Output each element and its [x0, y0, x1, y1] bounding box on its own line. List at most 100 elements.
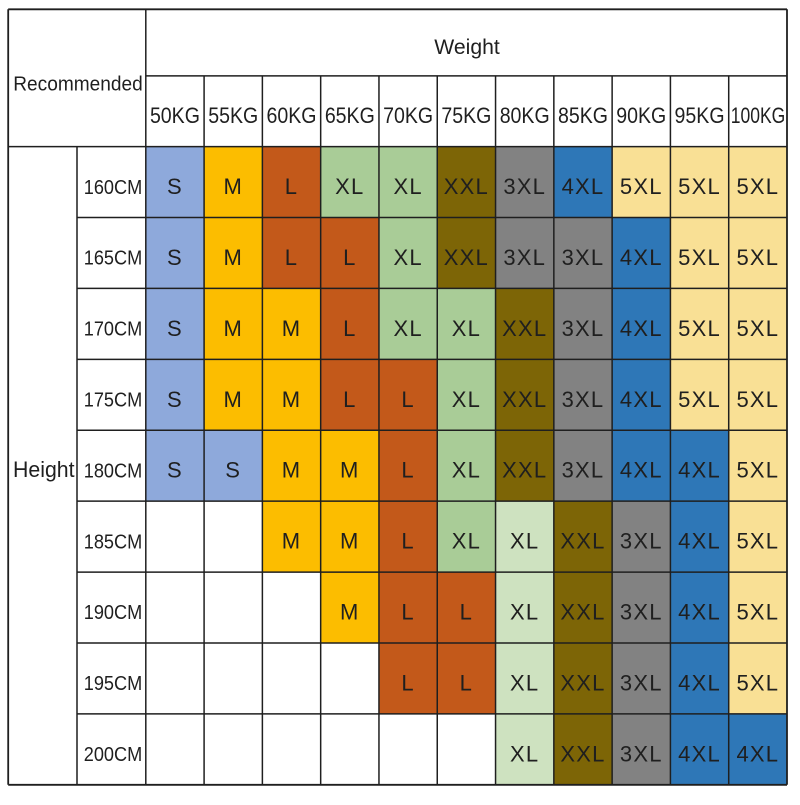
- svg-text:M: M: [282, 316, 302, 341]
- svg-text:4XL: 4XL: [678, 458, 721, 483]
- svg-text:4XL: 4XL: [620, 458, 663, 483]
- svg-text:M: M: [223, 316, 243, 341]
- svg-text:L: L: [401, 529, 414, 554]
- svg-text:5XL: 5XL: [736, 174, 779, 199]
- svg-text:3XL: 3XL: [562, 316, 605, 341]
- svg-text:5XL: 5XL: [736, 387, 779, 412]
- svg-text:185CM: 185CM: [84, 531, 143, 553]
- svg-text:4XL: 4XL: [620, 245, 663, 270]
- svg-text:M: M: [223, 174, 243, 199]
- svg-text:200CM: 200CM: [84, 744, 143, 766]
- svg-text:L: L: [401, 670, 414, 695]
- svg-text:XXL: XXL: [560, 741, 605, 766]
- svg-text:180CM: 180CM: [84, 460, 143, 482]
- svg-text:165CM: 165CM: [84, 248, 143, 270]
- svg-text:L: L: [401, 600, 414, 625]
- svg-text:5XL: 5XL: [736, 670, 779, 695]
- svg-text:XL: XL: [452, 387, 481, 412]
- svg-text:75KG: 75KG: [441, 103, 491, 128]
- svg-text:XL: XL: [510, 741, 539, 766]
- svg-text:4XL: 4XL: [678, 670, 721, 695]
- svg-text:5XL: 5XL: [736, 245, 779, 270]
- svg-text:XXL: XXL: [502, 387, 547, 412]
- svg-text:160CM: 160CM: [84, 177, 143, 199]
- svg-text:4XL: 4XL: [678, 529, 721, 554]
- svg-text:L: L: [343, 387, 356, 412]
- svg-text:XL: XL: [452, 529, 481, 554]
- svg-text:170CM: 170CM: [84, 319, 143, 341]
- svg-text:XL: XL: [510, 600, 539, 625]
- svg-text:5XL: 5XL: [736, 316, 779, 341]
- svg-text:4XL: 4XL: [678, 741, 721, 766]
- svg-text:M: M: [340, 600, 360, 625]
- svg-text:XXL: XXL: [560, 529, 605, 554]
- svg-text:4XL: 4XL: [620, 387, 663, 412]
- svg-text:M: M: [282, 458, 302, 483]
- svg-text:3XL: 3XL: [562, 458, 605, 483]
- svg-text:175CM: 175CM: [84, 389, 143, 411]
- svg-text:XXL: XXL: [560, 670, 605, 695]
- svg-text:XL: XL: [510, 670, 539, 695]
- svg-text:190CM: 190CM: [84, 602, 143, 624]
- svg-text:L: L: [460, 600, 473, 625]
- svg-text:Height: Height: [13, 457, 75, 482]
- svg-text:XXL: XXL: [444, 245, 489, 270]
- svg-text:4XL: 4XL: [620, 316, 663, 341]
- svg-text:L: L: [343, 245, 356, 270]
- svg-text:3XL: 3XL: [620, 529, 663, 554]
- svg-text:65KG: 65KG: [325, 103, 375, 128]
- svg-text:100KG: 100KG: [731, 103, 786, 128]
- svg-text:S: S: [167, 387, 183, 412]
- svg-text:90KG: 90KG: [616, 103, 666, 128]
- svg-text:S: S: [225, 458, 241, 483]
- svg-text:5XL: 5XL: [736, 458, 779, 483]
- svg-text:XXL: XXL: [560, 600, 605, 625]
- svg-text:L: L: [285, 174, 298, 199]
- svg-text:S: S: [167, 458, 183, 483]
- svg-text:3XL: 3XL: [562, 387, 605, 412]
- svg-text:L: L: [460, 670, 473, 695]
- svg-text:XL: XL: [452, 458, 481, 483]
- svg-text:95KG: 95KG: [675, 103, 725, 128]
- svg-text:Weight: Weight: [434, 35, 500, 59]
- svg-text:XXL: XXL: [502, 316, 547, 341]
- svg-text:M: M: [340, 529, 360, 554]
- svg-text:M: M: [223, 245, 243, 270]
- svg-text:55KG: 55KG: [208, 103, 258, 128]
- svg-text:XL: XL: [393, 245, 422, 270]
- svg-text:L: L: [401, 458, 414, 483]
- svg-text:5XL: 5XL: [620, 174, 663, 199]
- svg-text:XL: XL: [393, 316, 422, 341]
- svg-text:80KG: 80KG: [500, 103, 550, 128]
- svg-text:3XL: 3XL: [503, 174, 546, 199]
- svg-text:4XL: 4XL: [736, 741, 779, 766]
- svg-text:5XL: 5XL: [678, 316, 721, 341]
- svg-text:M: M: [340, 458, 360, 483]
- svg-text:5XL: 5XL: [736, 529, 779, 554]
- svg-text:L: L: [285, 245, 298, 270]
- svg-text:L: L: [343, 316, 356, 341]
- svg-text:60KG: 60KG: [267, 103, 317, 128]
- svg-text:XL: XL: [452, 316, 481, 341]
- svg-text:XXL: XXL: [444, 174, 489, 199]
- svg-text:3XL: 3XL: [620, 670, 663, 695]
- svg-text:M: M: [282, 529, 302, 554]
- svg-text:L: L: [401, 387, 414, 412]
- svg-text:70KG: 70KG: [383, 103, 433, 128]
- svg-text:M: M: [282, 387, 302, 412]
- svg-text:4XL: 4XL: [678, 600, 721, 625]
- svg-text:3XL: 3XL: [562, 245, 605, 270]
- svg-text:5XL: 5XL: [678, 245, 721, 270]
- svg-text:50KG: 50KG: [150, 103, 200, 128]
- svg-text:XL: XL: [335, 174, 364, 199]
- svg-text:S: S: [167, 174, 183, 199]
- svg-text:3XL: 3XL: [620, 741, 663, 766]
- svg-text:4XL: 4XL: [562, 174, 605, 199]
- svg-text:XXL: XXL: [502, 458, 547, 483]
- svg-text:S: S: [167, 316, 183, 341]
- svg-text:85KG: 85KG: [558, 103, 608, 128]
- svg-text:3XL: 3XL: [620, 600, 663, 625]
- svg-text:3XL: 3XL: [503, 245, 546, 270]
- svg-text:195CM: 195CM: [84, 673, 143, 695]
- svg-text:S: S: [167, 245, 183, 270]
